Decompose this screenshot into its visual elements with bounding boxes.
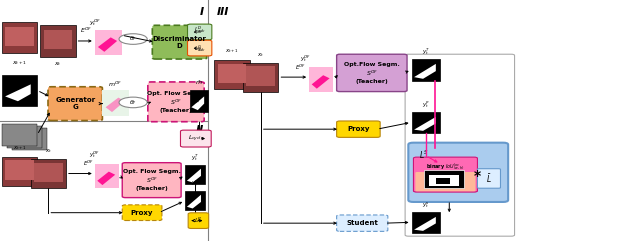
FancyBboxPatch shape [412,112,440,133]
FancyBboxPatch shape [413,157,477,192]
Text: Student: Student [346,220,378,226]
Text: Generator
G: Generator G [55,97,95,110]
Text: $x_{t+1}$: $x_{t+1}$ [13,144,26,152]
FancyBboxPatch shape [412,212,440,233]
FancyBboxPatch shape [188,213,209,228]
FancyBboxPatch shape [122,205,162,221]
Text: $L^G_{adv}$: $L^G_{adv}$ [193,43,206,54]
Text: Opt. Flow Segm.
$S^{OF}$
(Teacher): Opt. Flow Segm. $S^{OF}$ (Teacher) [123,169,180,191]
Text: $x_{t+1}$: $x_{t+1}$ [12,59,27,67]
Text: Opt.Flow Segm.
$S^{OF}$
(Teacher): Opt.Flow Segm. $S^{OF}$ (Teacher) [344,62,400,84]
FancyBboxPatch shape [408,143,508,202]
Text: Proxy: Proxy [347,126,370,132]
Text: $E^{OF}$: $E^{OF}$ [80,26,93,35]
FancyBboxPatch shape [243,63,278,92]
Text: $\theta_f$: $\theta_f$ [129,98,137,107]
Text: $x_t$: $x_t$ [257,51,264,59]
Text: $y_t^P$: $y_t^P$ [422,99,430,110]
Text: $y_t^{OF}$: $y_t^{OF}$ [89,149,100,160]
FancyBboxPatch shape [152,25,207,59]
FancyBboxPatch shape [218,64,246,83]
FancyBboxPatch shape [31,159,66,188]
FancyBboxPatch shape [95,164,119,188]
FancyBboxPatch shape [2,22,37,53]
FancyBboxPatch shape [309,67,333,92]
Text: $L^P$: $L^P$ [194,216,203,225]
FancyBboxPatch shape [436,178,450,184]
Text: Discriminator
D: Discriminator D [152,36,207,49]
Polygon shape [187,169,201,182]
FancyBboxPatch shape [148,82,204,122]
Text: $y_t^T$: $y_t^T$ [191,152,199,163]
Text: $L^S$: $L^S$ [419,149,429,161]
Text: I: I [200,7,204,17]
FancyBboxPatch shape [12,128,47,150]
FancyBboxPatch shape [2,75,37,106]
FancyBboxPatch shape [2,157,37,186]
Text: $\theta_f$: $\theta_f$ [129,35,137,43]
Polygon shape [312,75,330,89]
FancyBboxPatch shape [246,66,275,86]
FancyBboxPatch shape [429,175,459,186]
FancyBboxPatch shape [40,25,76,57]
FancyBboxPatch shape [122,163,181,198]
FancyBboxPatch shape [34,163,63,182]
Polygon shape [98,37,117,52]
FancyBboxPatch shape [337,215,388,231]
Text: $L^D_{adv}$: $L^D_{adv}$ [193,24,206,35]
Text: $y_t^T$: $y_t^T$ [422,46,430,57]
FancyBboxPatch shape [412,59,440,81]
Text: $y_t^{OF}$: $y_t^{OF}$ [300,53,312,64]
Text: $x_t$: $x_t$ [45,147,52,155]
FancyBboxPatch shape [48,87,102,120]
FancyBboxPatch shape [185,165,205,184]
Text: II: II [195,125,204,135]
FancyBboxPatch shape [415,172,476,191]
Circle shape [119,34,147,44]
Text: $y_t^{OF}$: $y_t^{OF}$ [89,17,100,28]
Polygon shape [97,172,115,185]
Polygon shape [187,195,201,208]
FancyBboxPatch shape [477,169,500,188]
FancyBboxPatch shape [7,126,42,148]
Circle shape [119,97,147,108]
Text: $y_t^r$: $y_t^r$ [191,178,199,189]
Text: III: III [216,7,228,17]
Text: $x_{t+1}$: $x_{t+1}$ [225,47,239,55]
Text: $x_t$: $x_t$ [54,60,62,68]
Polygon shape [191,96,204,110]
Text: $\bar{L}$: $\bar{L}$ [486,172,492,185]
FancyBboxPatch shape [102,90,129,116]
FancyBboxPatch shape [5,27,34,46]
Text: Opt. Flow Segm.
$S^{OF}$
(Teacher): Opt. Flow Segm. $S^{OF}$ (Teacher) [147,91,205,113]
Text: $E^{OF}$: $E^{OF}$ [295,62,307,72]
FancyBboxPatch shape [337,54,407,92]
Text: *: * [474,169,481,183]
Text: $L_{cycle}$: $L_{cycle}$ [188,134,204,144]
Text: $m^{OF}$: $m^{OF}$ [108,80,122,89]
Polygon shape [414,117,436,131]
FancyBboxPatch shape [214,60,250,89]
Text: $\hat{m}$: $\hat{m}$ [195,78,203,87]
Polygon shape [5,84,31,101]
Text: binary $IoU^{loc}_{(w,h)}$: binary $IoU^{loc}_{(w,h)}$ [426,162,465,172]
FancyBboxPatch shape [44,30,72,49]
FancyBboxPatch shape [2,124,37,146]
FancyBboxPatch shape [95,30,122,55]
Text: $E^{OF}$: $E^{OF}$ [83,159,94,168]
FancyBboxPatch shape [188,24,212,40]
Text: $y_t^s$: $y_t^s$ [422,200,429,210]
FancyBboxPatch shape [180,130,211,147]
FancyBboxPatch shape [190,90,208,112]
FancyBboxPatch shape [424,170,464,188]
Polygon shape [106,98,125,112]
FancyBboxPatch shape [188,40,212,56]
FancyBboxPatch shape [5,160,34,180]
FancyBboxPatch shape [337,121,380,137]
Text: Proxy: Proxy [131,210,154,216]
Polygon shape [414,64,436,79]
Polygon shape [414,217,436,231]
FancyBboxPatch shape [185,191,205,210]
